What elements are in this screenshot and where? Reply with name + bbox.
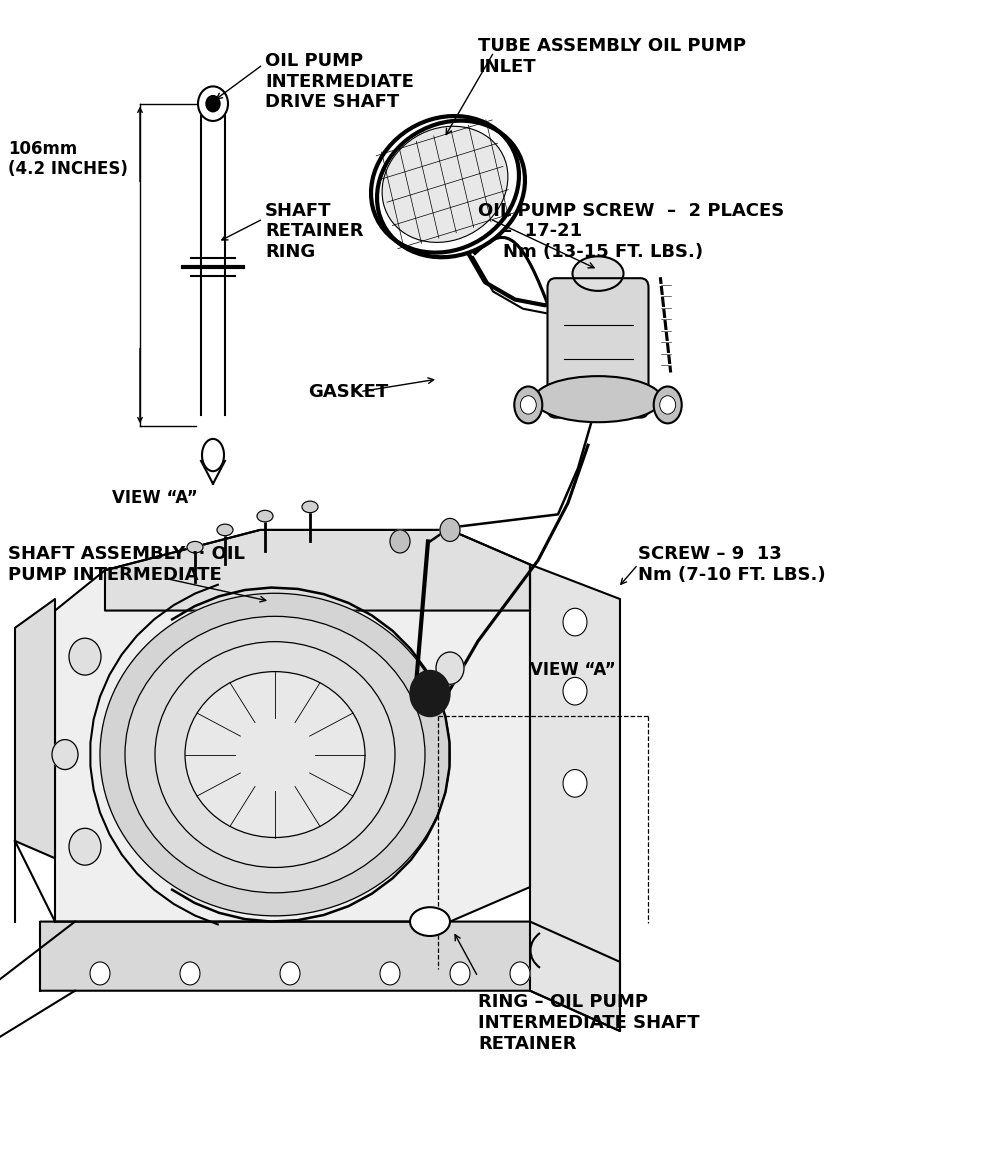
Circle shape [90,962,110,985]
Ellipse shape [257,510,273,522]
Text: VIEW “A”: VIEW “A” [530,661,616,680]
Circle shape [206,96,220,112]
Text: SHAFT
RETAINER
RING: SHAFT RETAINER RING [265,202,364,262]
Ellipse shape [534,377,662,423]
Circle shape [520,396,536,415]
Circle shape [69,638,101,675]
FancyBboxPatch shape [548,279,648,418]
Circle shape [450,962,470,985]
Ellipse shape [514,387,542,424]
Text: OIL PUMP SCREW  –  2 PLACES
    –  17-21
    Nm (13-15 FT. LBS.): OIL PUMP SCREW – 2 PLACES – 17-21 Nm (13… [478,202,784,262]
Circle shape [180,962,200,985]
Text: GASKET: GASKET [308,382,388,401]
Ellipse shape [202,439,224,471]
Ellipse shape [377,121,525,257]
Circle shape [563,677,587,705]
Polygon shape [55,530,530,922]
Ellipse shape [185,672,365,838]
Text: SCREW – 9  13
Nm (7-10 FT. LBS.): SCREW – 9 13 Nm (7-10 FT. LBS.) [638,545,826,584]
Polygon shape [40,922,620,1031]
Text: RING – OIL PUMP
INTERMEDIATE SHAFT
RETAINER: RING – OIL PUMP INTERMEDIATE SHAFT RETAI… [478,993,700,1053]
Circle shape [436,652,464,684]
Circle shape [380,962,400,985]
Ellipse shape [410,908,450,935]
Ellipse shape [155,642,395,867]
Circle shape [563,770,587,797]
Circle shape [280,962,300,985]
Ellipse shape [654,387,682,424]
Circle shape [52,740,78,770]
Circle shape [660,396,676,415]
Text: TUBE ASSEMBLY OIL PUMP
INLET: TUBE ASSEMBLY OIL PUMP INLET [478,37,746,76]
Ellipse shape [100,593,450,916]
Circle shape [563,608,587,636]
Circle shape [510,962,530,985]
Polygon shape [530,564,620,1031]
Ellipse shape [217,524,233,536]
Ellipse shape [125,616,425,893]
Circle shape [390,530,410,553]
Text: VIEW “A”: VIEW “A” [112,488,198,507]
Wedge shape [410,670,450,717]
Ellipse shape [302,501,318,513]
Ellipse shape [572,257,624,291]
Circle shape [198,86,228,121]
Ellipse shape [187,541,203,553]
Text: OIL PUMP
INTERMEDIATE
DRIVE SHAFT: OIL PUMP INTERMEDIATE DRIVE SHAFT [265,52,414,112]
Ellipse shape [382,127,508,242]
Circle shape [440,518,460,541]
Polygon shape [15,599,55,858]
Circle shape [69,828,101,865]
Text: SHAFT ASSEMBLY ·· OIL
PUMP INTERMEDIATE: SHAFT ASSEMBLY ·· OIL PUMP INTERMEDIATE [8,545,245,584]
Polygon shape [105,530,530,611]
Ellipse shape [371,116,519,252]
Text: 106mm
(4.2 INCHES): 106mm (4.2 INCHES) [8,139,128,179]
